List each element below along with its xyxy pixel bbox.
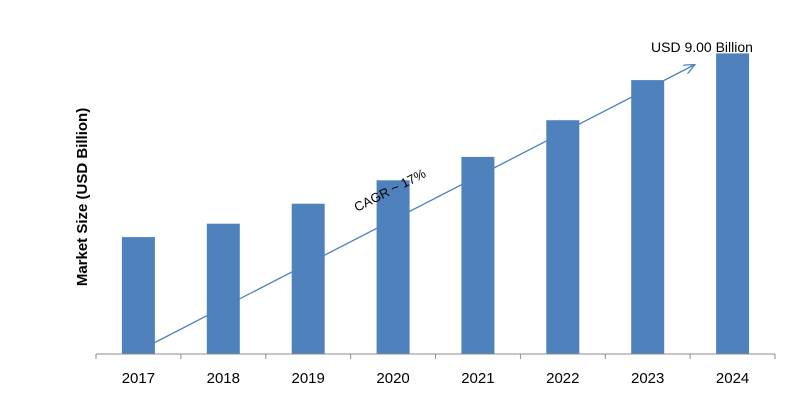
x-tick-label-2022: 2022 xyxy=(546,370,579,387)
end-value-annotation: USD 9.00 Billion xyxy=(651,39,753,55)
cagr-trend-arrow xyxy=(149,65,694,346)
bar-2018 xyxy=(206,223,240,354)
y-axis-label: Market Size (USD Billion) xyxy=(74,108,91,286)
x-tick-label-2019: 2019 xyxy=(292,370,325,387)
x-axis-tick-labels: 2017 2018 2019 2020 2021 2022 2023 2024 xyxy=(122,370,750,387)
bar-2019 xyxy=(291,203,325,354)
bars-group xyxy=(121,53,750,355)
x-tick-label-2018: 2018 xyxy=(207,370,240,387)
bar-2017 xyxy=(121,237,155,354)
x-tick-label-2023: 2023 xyxy=(631,370,664,387)
bar-2024 xyxy=(716,53,750,355)
x-tick-label-2020: 2020 xyxy=(376,370,409,387)
bar-2021 xyxy=(461,156,495,354)
x-tick-label-2017: 2017 xyxy=(122,370,155,387)
bar-2020 xyxy=(376,180,410,354)
x-axis-ticks xyxy=(95,354,776,359)
x-tick-label-2021: 2021 xyxy=(461,370,494,387)
bar-2023 xyxy=(631,80,665,354)
x-tick-label-2024: 2024 xyxy=(716,370,749,387)
bar-2022 xyxy=(546,120,580,354)
